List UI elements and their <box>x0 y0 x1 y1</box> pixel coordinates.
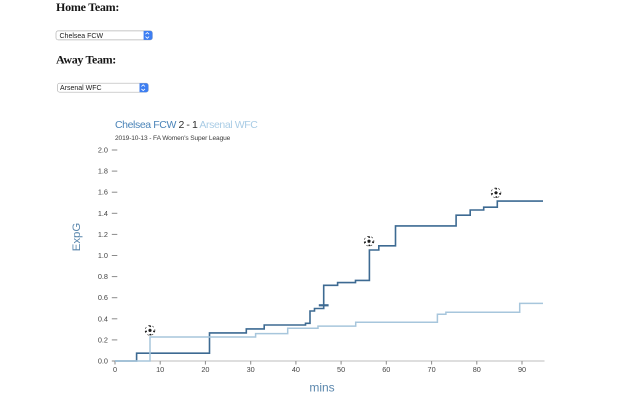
svg-text:1.4: 1.4 <box>98 209 108 218</box>
svg-text:0.4: 0.4 <box>98 314 108 323</box>
svg-text:0.2: 0.2 <box>98 335 108 344</box>
svg-text:80: 80 <box>473 365 481 374</box>
svg-text:ExpG: ExpG <box>71 223 83 252</box>
svg-text:0.8: 0.8 <box>98 272 108 281</box>
svg-text:mins: mins <box>309 381 334 395</box>
svg-text:70: 70 <box>428 365 436 374</box>
svg-text:Away Team:: Away Team: <box>56 53 116 67</box>
svg-text:90: 90 <box>518 365 526 374</box>
svg-text:1.8: 1.8 <box>98 167 108 176</box>
svg-text:1.6: 1.6 <box>98 188 108 197</box>
svg-text:Chelsea FCW: Chelsea FCW <box>60 33 104 40</box>
svg-text:1.2: 1.2 <box>98 230 108 239</box>
svg-text:40: 40 <box>292 365 300 374</box>
svg-text:0.0: 0.0 <box>98 357 108 366</box>
svg-text:Arsenal WFC: Arsenal WFC <box>60 85 102 92</box>
svg-text:50: 50 <box>337 365 345 374</box>
svg-text:0: 0 <box>113 365 117 374</box>
svg-text:30: 30 <box>247 365 255 374</box>
svg-text:Home Team:: Home Team: <box>56 0 119 14</box>
svg-text:10: 10 <box>156 365 164 374</box>
svg-text:2.0: 2.0 <box>98 146 108 155</box>
svg-text:60: 60 <box>382 365 390 374</box>
svg-text:Chelsea FCW 2 - 1 Arsenal WFC: Chelsea FCW 2 - 1 Arsenal WFC <box>115 119 258 131</box>
svg-text:0.6: 0.6 <box>98 293 108 302</box>
svg-text:20: 20 <box>201 365 209 374</box>
svg-text:2019-10-13 - FA Women's Super: 2019-10-13 - FA Women's Super League <box>115 135 231 142</box>
svg-text:1.0: 1.0 <box>98 251 108 260</box>
